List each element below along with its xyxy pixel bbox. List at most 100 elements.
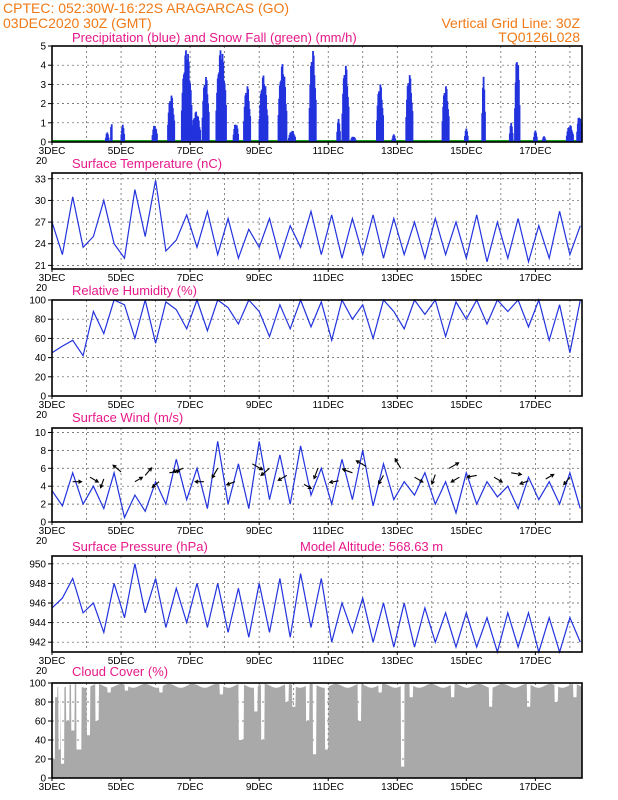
wind-direction-arrow <box>448 462 460 469</box>
y-tick-label: 1 <box>40 118 46 129</box>
x-tick-label: 7DEC <box>177 656 204 667</box>
x-tick-label: 15DEC <box>450 656 482 667</box>
precip-bar <box>447 116 450 142</box>
precip-bar <box>199 129 202 142</box>
x-tick-label: 9DEC <box>246 782 273 793</box>
precip-bar <box>411 111 414 142</box>
y-tick-label: 5 <box>40 42 46 53</box>
year-fragment-label: 20 <box>36 283 48 294</box>
panel-frame <box>51 45 583 143</box>
wind-direction-arrow <box>378 475 384 485</box>
precip-bar <box>110 124 113 142</box>
year-fragment-label: 20 <box>36 156 48 167</box>
wind-direction-arrow <box>194 479 204 484</box>
x-tick-label: 15DEC <box>450 400 482 411</box>
y-tick-label: 942 <box>29 638 46 649</box>
wind-direction-arrow <box>328 479 339 485</box>
panels: 0 1 2 3 4 5 3DEC 5DEC 7DEC 9DEC 11DEC 13DEC 15DEC 17D… <box>29 42 583 793</box>
precip-bar <box>382 115 385 142</box>
y-tick-label: 948 <box>29 579 46 590</box>
x-tick-label: 7DEC <box>177 146 204 157</box>
year-fragment-label: 20 <box>36 666 48 677</box>
y-tick-label: 8 <box>40 446 46 457</box>
precip-bar <box>535 136 538 142</box>
wind-direction-arrow <box>465 474 477 479</box>
title-precipitation: Precipitation (blue) and Snow Fall (gree… <box>72 30 357 45</box>
y-tick-label: 4 <box>40 61 46 72</box>
x-tick-label: 13DEC <box>381 782 413 793</box>
y-tick-label: 33 <box>35 174 47 185</box>
precip-bar <box>123 133 126 142</box>
y-tick-label: 0 <box>40 392 46 403</box>
x-tick-label: 17DEC <box>519 273 551 284</box>
y-tick-label: 40 <box>35 736 47 747</box>
precip-bar <box>394 138 397 142</box>
y-tick-label: 60 <box>35 717 47 728</box>
precip-bar <box>572 134 574 142</box>
wind-direction-arrow <box>171 467 184 474</box>
x-tick-label: 11DEC <box>312 782 344 793</box>
y-tick-label: 40 <box>35 353 47 364</box>
precip-bar <box>518 105 521 142</box>
x-tick-label: 3DEC <box>39 273 66 284</box>
wind-direction-arrow <box>355 460 367 467</box>
x-tick-label: 5DEC <box>108 273 135 284</box>
title-temperature: Surface Temperature (nC) <box>72 156 222 171</box>
y-tick-label: 944 <box>29 618 46 629</box>
x-tick-label: 13DEC <box>381 526 413 537</box>
panel-frame <box>51 555 583 653</box>
y-tick-label: 946 <box>29 599 46 610</box>
y-tick-label: 4 <box>40 482 46 493</box>
year-fragment-label: 20 <box>36 410 48 421</box>
header-model-code: TQ0126L028 <box>498 29 580 45</box>
title-pressure: Surface Pressure (hPa) <box>72 539 208 554</box>
y-tick-label: 60 <box>35 334 47 345</box>
x-tick-label: 13DEC <box>381 146 413 157</box>
x-tick-label: 3DEC <box>39 782 66 793</box>
wind-direction-arrow <box>545 473 555 480</box>
x-tick-label: 5DEC <box>108 526 135 537</box>
wind-direction-arrow <box>414 476 424 483</box>
x-tick-label: 17DEC <box>519 656 551 667</box>
x-tick-label: 11DEC <box>312 146 344 157</box>
precip-bar <box>266 115 269 142</box>
y-tick-label: 0 <box>40 774 46 785</box>
wind-direction-arrow <box>260 467 270 477</box>
panel-frame <box>51 427 583 523</box>
title-cloud-cover: Cloud Cover (%) <box>72 664 168 679</box>
x-tick-label: 15DEC <box>450 273 482 284</box>
wind-series-line <box>51 441 581 520</box>
y-tick-label: 20 <box>35 755 47 766</box>
precip-bar <box>107 137 110 142</box>
x-tick-label: 15DEC <box>450 526 482 537</box>
y-tick-label: 80 <box>35 315 47 326</box>
wind-direction-arrow <box>112 464 122 473</box>
x-tick-label: 9DEC <box>246 656 273 667</box>
y-tick-label: 21 <box>35 261 47 272</box>
y-tick-label: 80 <box>35 698 47 709</box>
wind-direction-arrow <box>519 480 529 485</box>
x-tick-label: 15DEC <box>450 782 482 793</box>
panel-frame <box>51 172 583 270</box>
x-tick-label: 3DEC <box>39 526 66 537</box>
precip-bar <box>173 120 176 142</box>
precip-bar <box>314 99 317 142</box>
precip-bar <box>511 133 514 142</box>
y-tick-label: 6 <box>40 464 46 475</box>
title-wind: Surface Wind (m/s) <box>72 410 183 425</box>
precip-bar <box>225 104 227 142</box>
precip-bar <box>354 139 357 142</box>
x-tick-label: 9DEC <box>246 526 273 537</box>
x-tick-label: 17DEC <box>519 400 551 411</box>
x-tick-label: 15DEC <box>450 146 482 157</box>
x-tick-label: 5DEC <box>108 146 135 157</box>
x-tick-label: 7DEC <box>177 400 204 411</box>
precip-bar <box>484 111 486 142</box>
y-tick-label: 100 <box>29 679 46 690</box>
x-tick-label: 5DEC <box>108 782 135 793</box>
y-tick-label: 24 <box>35 239 47 250</box>
y-tick-label: 2 <box>40 500 46 511</box>
x-tick-label: 5DEC <box>108 656 135 667</box>
x-tick-label: 7DEC <box>177 273 204 284</box>
